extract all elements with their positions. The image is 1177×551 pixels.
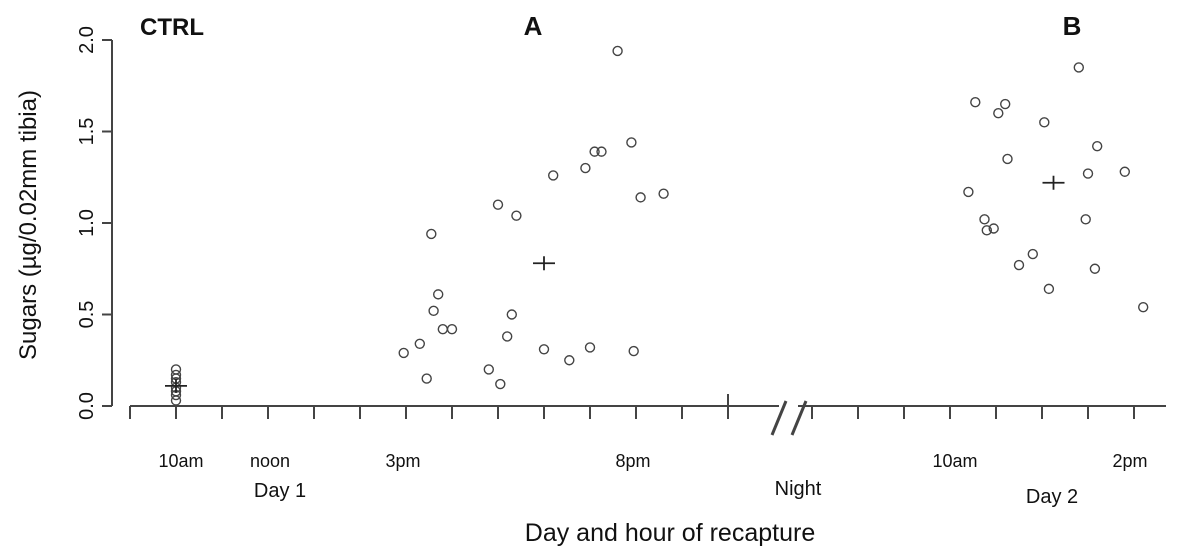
group-label-b: B bbox=[1063, 11, 1082, 41]
mean-marker-a bbox=[533, 256, 555, 271]
x-tick-label-noon: noon bbox=[250, 451, 290, 471]
data-point-a bbox=[612, 45, 623, 57]
data-point-b bbox=[1089, 263, 1101, 274]
data-point-a bbox=[580, 162, 591, 174]
data-point-a bbox=[426, 228, 437, 240]
y-axis-title: Sugars (µg/0.02mm tibia) bbox=[15, 90, 42, 360]
data-point-b bbox=[1091, 140, 1103, 152]
x-tick-label-10am-day2: 10am bbox=[932, 451, 977, 471]
x-tick-label-10am-day1: 10am bbox=[158, 451, 203, 471]
data-point-a bbox=[398, 347, 409, 359]
data-point-b bbox=[1000, 98, 1011, 110]
data-point-b bbox=[963, 186, 974, 198]
data-point-b bbox=[1073, 62, 1085, 73]
data-points bbox=[165, 45, 1149, 406]
data-point-b bbox=[1080, 214, 1091, 225]
data-point-a bbox=[564, 355, 575, 366]
data-point-b bbox=[1119, 166, 1131, 177]
data-point-a bbox=[658, 188, 669, 199]
data-point-b bbox=[1013, 259, 1025, 271]
period-label-day2: Day 2 bbox=[1026, 486, 1078, 508]
y-tick-label: 0.0 bbox=[76, 392, 98, 420]
data-point-b bbox=[1137, 301, 1149, 313]
axes: 0.0 0.5 1.0 1.5 2.0 bbox=[76, 26, 1166, 436]
period-label-night: Night bbox=[775, 478, 822, 500]
data-point-a bbox=[483, 364, 494, 375]
period-label-day1: Day 1 bbox=[254, 480, 306, 502]
x-tick-label-2pm: 2pm bbox=[1112, 451, 1147, 471]
group-label-a: A bbox=[524, 11, 543, 41]
x-tick-label-8pm: 8pm bbox=[615, 451, 650, 471]
data-point-a bbox=[584, 342, 596, 353]
data-point-b bbox=[1082, 168, 1094, 179]
data-point-b bbox=[993, 107, 1004, 119]
data-point-a bbox=[428, 305, 439, 317]
data-point-a bbox=[628, 345, 639, 357]
data-point-a bbox=[495, 378, 506, 390]
labels: CTRL A B 10am noon 3pm 8pm 10am 2pm Day … bbox=[15, 11, 1148, 547]
data-point-b bbox=[988, 223, 999, 234]
y-tick-label: 1.5 bbox=[76, 118, 98, 146]
data-point-a bbox=[421, 373, 432, 384]
data-point-a bbox=[433, 289, 444, 300]
x-tick-label-3pm: 3pm bbox=[385, 451, 420, 471]
data-point-ctrl bbox=[170, 395, 182, 406]
data-point-a bbox=[437, 323, 448, 335]
data-point-a bbox=[502, 331, 513, 342]
y-tick-label: 0.5 bbox=[76, 301, 98, 329]
data-point-b bbox=[979, 214, 990, 225]
data-point-a bbox=[548, 170, 559, 181]
data-point-a bbox=[492, 199, 504, 210]
data-point-a bbox=[596, 146, 607, 157]
y-tick-label: 1.0 bbox=[76, 209, 98, 237]
data-point-b bbox=[981, 225, 992, 236]
data-point-a bbox=[506, 309, 517, 320]
data-point-b bbox=[1043, 283, 1055, 295]
data-point-a bbox=[414, 338, 425, 349]
data-point-b bbox=[1027, 248, 1039, 260]
mean-marker-b bbox=[1042, 175, 1065, 190]
data-point-a bbox=[635, 192, 646, 203]
y-tick-label: 2.0 bbox=[76, 26, 98, 54]
data-point-a bbox=[511, 210, 522, 221]
axis-break-mark bbox=[790, 400, 808, 436]
mean-marker-ctrl bbox=[165, 378, 187, 393]
data-point-a bbox=[446, 323, 458, 335]
data-point-a bbox=[589, 146, 600, 157]
data-point-b bbox=[1002, 153, 1013, 165]
x-axis-title: Day and hour of recapture bbox=[525, 519, 815, 547]
data-point-b bbox=[1039, 117, 1050, 128]
data-point-b bbox=[970, 97, 981, 108]
data-point-a bbox=[538, 344, 550, 355]
group-label-ctrl: CTRL bbox=[140, 14, 204, 41]
axis-break-mark bbox=[770, 400, 788, 436]
data-point-a bbox=[626, 137, 637, 148]
